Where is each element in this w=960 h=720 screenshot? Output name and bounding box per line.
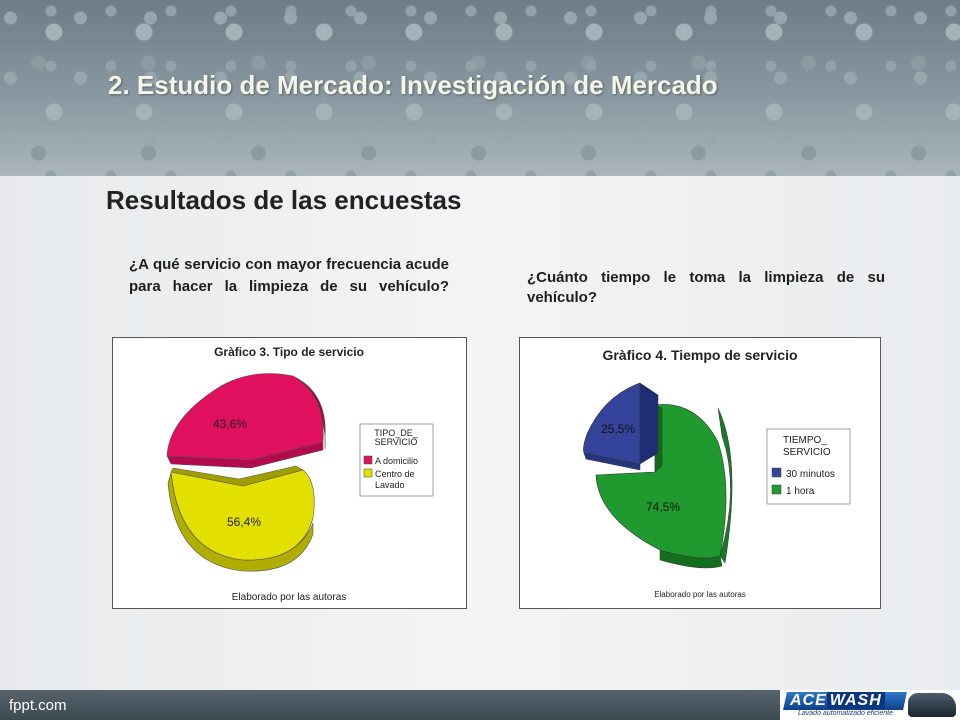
slice-1-hora (595, 404, 727, 559)
section-title: Resultados de las encuestas (106, 185, 462, 215)
slide-title: 2. Estudio de Mercado: Investigación de … (108, 70, 718, 100)
legend-title-line1: TIPO_DE_ (374, 428, 419, 438)
logo-ace: ACE (790, 692, 827, 709)
question-1: ¿A qué servicio con mayor frecuencia acu… (129, 256, 449, 295)
data-label-a-domicilio: 43,6% (213, 417, 247, 431)
legend-label-30-minutos: 30 minutos (786, 469, 835, 480)
legend-title-line2: SERVICIO (783, 447, 831, 458)
header-background (0, 0, 960, 176)
slice-centro-de-lavado (170, 469, 315, 561)
chart-tipo-servicio-svg: Gràfico 3. Tipo de servicio 43,6% 56,4% … (166, 345, 434, 603)
chart-title: Gràfico 3. Tipo de servicio (214, 345, 364, 359)
legend-label-centro-de-lavado-line2: Lavado (375, 480, 405, 490)
legend-label-a-domicilio: A domicilio (375, 456, 418, 466)
car-icon (908, 693, 956, 717)
footer-brand: fppt.com (9, 697, 67, 714)
chart-source: Elaborado por las autoras (654, 590, 746, 599)
legend-label-1-hora: 1 hora (786, 486, 815, 497)
data-label-1-hora: 74,5% (646, 500, 680, 514)
slice-cut-a-domicilio (166, 441, 324, 469)
chart-tiempo-servicio-svg: Gràfico 4. Tiempo de servicio 25,5% 74,5… (583, 347, 851, 599)
slice-edge-30-minutos (583, 452, 641, 471)
legend-swatch-1-hora (771, 484, 782, 495)
logo-wordmark: ACE WASH (790, 692, 885, 710)
legend-title-line1: TIEMPO_ (783, 435, 827, 446)
legend-swatch-centro-de-lavado (363, 468, 373, 478)
legend-swatch-a-domicilio (363, 455, 373, 465)
slice-30-minutos (583, 382, 641, 465)
chart-source: Elaborado por las autoras (232, 592, 347, 603)
logo-tagline: Lavado automatizado eficiente (798, 710, 893, 717)
chart-tipo-servicio: Gràfico 3. Tipo de servicio 43,6% 56,4% … (112, 337, 467, 609)
slice-cut-centro-de-lavado (170, 465, 304, 487)
logo-wash: WASH (826, 692, 885, 709)
legend-label-centro-de-lavado: Centro de (375, 469, 415, 479)
acewash-logo: ACE WASH Lavado automatizado eficiente (780, 690, 960, 720)
data-label-centro-de-lavado: 56,4% (227, 515, 261, 529)
chart-title: Gràfico 4. Tiempo de servicio (602, 347, 797, 363)
slice-a-domicilio (166, 373, 324, 461)
slice-side-30-minutos (639, 382, 659, 465)
slice-side-1-hora-right (717, 407, 733, 564)
legend-swatch-30-minutos (771, 467, 782, 478)
data-label-30-minutos: 25,5% (601, 422, 635, 436)
chart-tiempo-servicio: Gràfico 4. Tiempo de servicio 25,5% 74,5… (519, 337, 881, 609)
legend-title-line2: SERVICIO (375, 437, 418, 447)
question-2: ¿Cuánto tiempo le toma la limpieza de su… (527, 269, 885, 306)
